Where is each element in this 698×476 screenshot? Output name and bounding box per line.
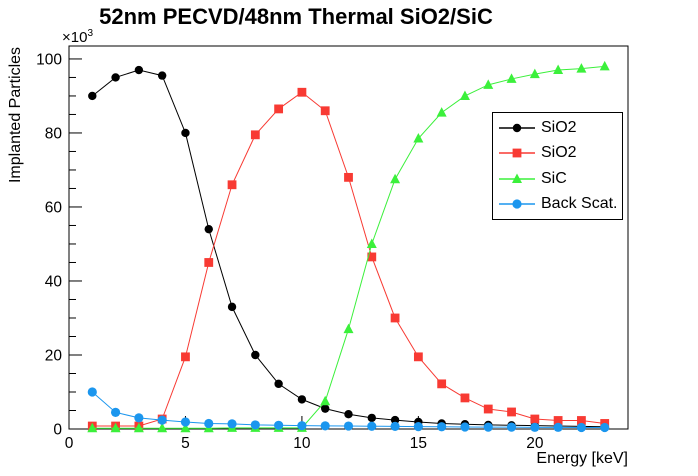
x-tick-label: 20 — [526, 435, 544, 452]
legend-marker-triangle-green — [499, 173, 535, 183]
y-axis-title: Implanted Particles — [7, 46, 24, 184]
legend-item: Back Scat. — [498, 196, 622, 212]
chart-title: 52nm PECVD/48nm Thermal SiO2/SiC — [99, 4, 493, 29]
y-tick-label: 60 — [45, 199, 63, 216]
legend-item: SiO2 — [498, 118, 622, 136]
plot-frame — [68, 45, 629, 430]
y-tick-label: 40 — [45, 273, 63, 290]
y-tick-label: 20 — [45, 347, 63, 364]
legend: SiO2 SiO2 SiC Back Scat. — [492, 112, 623, 220]
legend-item: SiC — [498, 169, 622, 187]
legend-label: SiC — [541, 169, 567, 187]
legend-marker-circle-blue — [499, 199, 535, 209]
legend-label: Back Scat. — [541, 195, 618, 213]
legend-marker-square-red — [499, 148, 535, 158]
series-back-scat--3 — [87, 387, 610, 433]
x-tick-label: 15 — [410, 435, 427, 452]
legend-label: SiO2 — [541, 118, 577, 136]
y-axis-multiplier-base: ×10 — [62, 29, 88, 46]
x-tick-label: 5 — [181, 435, 190, 452]
y-axis-multiplier: ×103 — [62, 28, 93, 46]
x-tick-label: 10 — [293, 435, 311, 452]
y-tick-label: 80 — [45, 125, 63, 142]
y-tick-label: 0 — [53, 422, 62, 439]
legend-label: SiO2 — [541, 144, 577, 162]
x-tick-label: 0 — [65, 435, 74, 452]
y-tick-label: 100 — [36, 51, 62, 68]
legend-marker-circle-black — [499, 123, 535, 132]
x-axis-title: Energy [keV] — [536, 450, 628, 467]
y-axis-multiplier-exponent: 3 — [87, 28, 94, 39]
legend-item: SiO2 — [498, 145, 622, 161]
